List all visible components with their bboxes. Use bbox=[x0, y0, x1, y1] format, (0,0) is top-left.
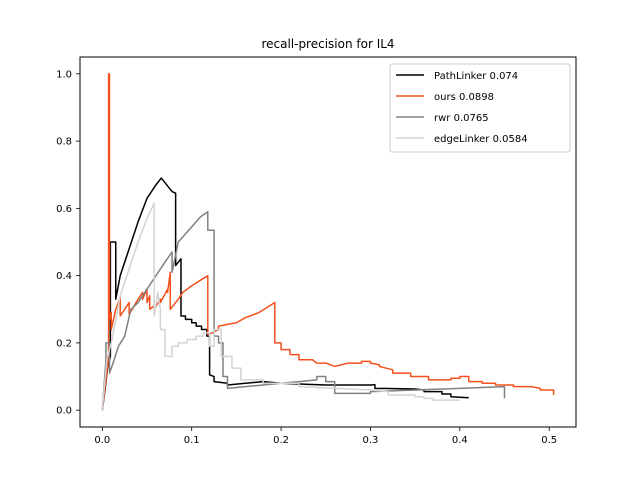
legend-label: rwr 0.0765 bbox=[434, 113, 489, 124]
y-axis: 0.0 0.2 0.4 0.6 0.8 1.0 bbox=[56, 69, 80, 417]
plot-frame bbox=[79, 56, 577, 428]
series-line-0 bbox=[101, 177, 469, 411]
legend: PathLinker 0.074 ours 0.0898 rwr 0.0765 edg… bbox=[389, 63, 571, 153]
chart-title: recall-precision for IL4 bbox=[261, 37, 394, 51]
legend-label: PathLinker 0.074 bbox=[434, 71, 518, 82]
legend-label: ours 0.0898 bbox=[434, 92, 494, 103]
legend-box bbox=[389, 63, 571, 153]
y-tick-label: 1.0 bbox=[56, 69, 72, 80]
x-tick-label: 0.4 bbox=[452, 435, 468, 446]
y-tick-label: 0.6 bbox=[56, 204, 72, 215]
x-tick-label: 0.0 bbox=[94, 435, 110, 446]
legend-label: edgeLinker 0.0584 bbox=[434, 134, 528, 145]
x-axis: 0.0 0.1 0.2 0.3 0.4 0.5 bbox=[94, 427, 557, 446]
x-tick-label: 0.1 bbox=[184, 435, 200, 446]
x-tick-label: 0.2 bbox=[273, 435, 289, 446]
x-tick-label: 0.3 bbox=[362, 435, 378, 446]
y-tick-label: 0.0 bbox=[56, 406, 72, 417]
series-line-1 bbox=[101, 73, 555, 411]
series-line-3 bbox=[101, 202, 460, 411]
x-tick-label: 0.5 bbox=[541, 435, 557, 446]
y-tick-label: 0.2 bbox=[56, 338, 72, 349]
series-line-2 bbox=[101, 210, 506, 411]
y-tick-label: 0.8 bbox=[56, 137, 72, 148]
series-group bbox=[101, 73, 555, 411]
y-tick-label: 0.4 bbox=[56, 271, 72, 282]
legend-items: PathLinker 0.074 ours 0.0898 rwr 0.0765 edg… bbox=[396, 71, 528, 145]
plot-area: 0.0 0.1 0.2 0.3 0.4 0.5 0.0 0.2 0.4 0.6 0.8 1.0 bbox=[56, 56, 577, 446]
